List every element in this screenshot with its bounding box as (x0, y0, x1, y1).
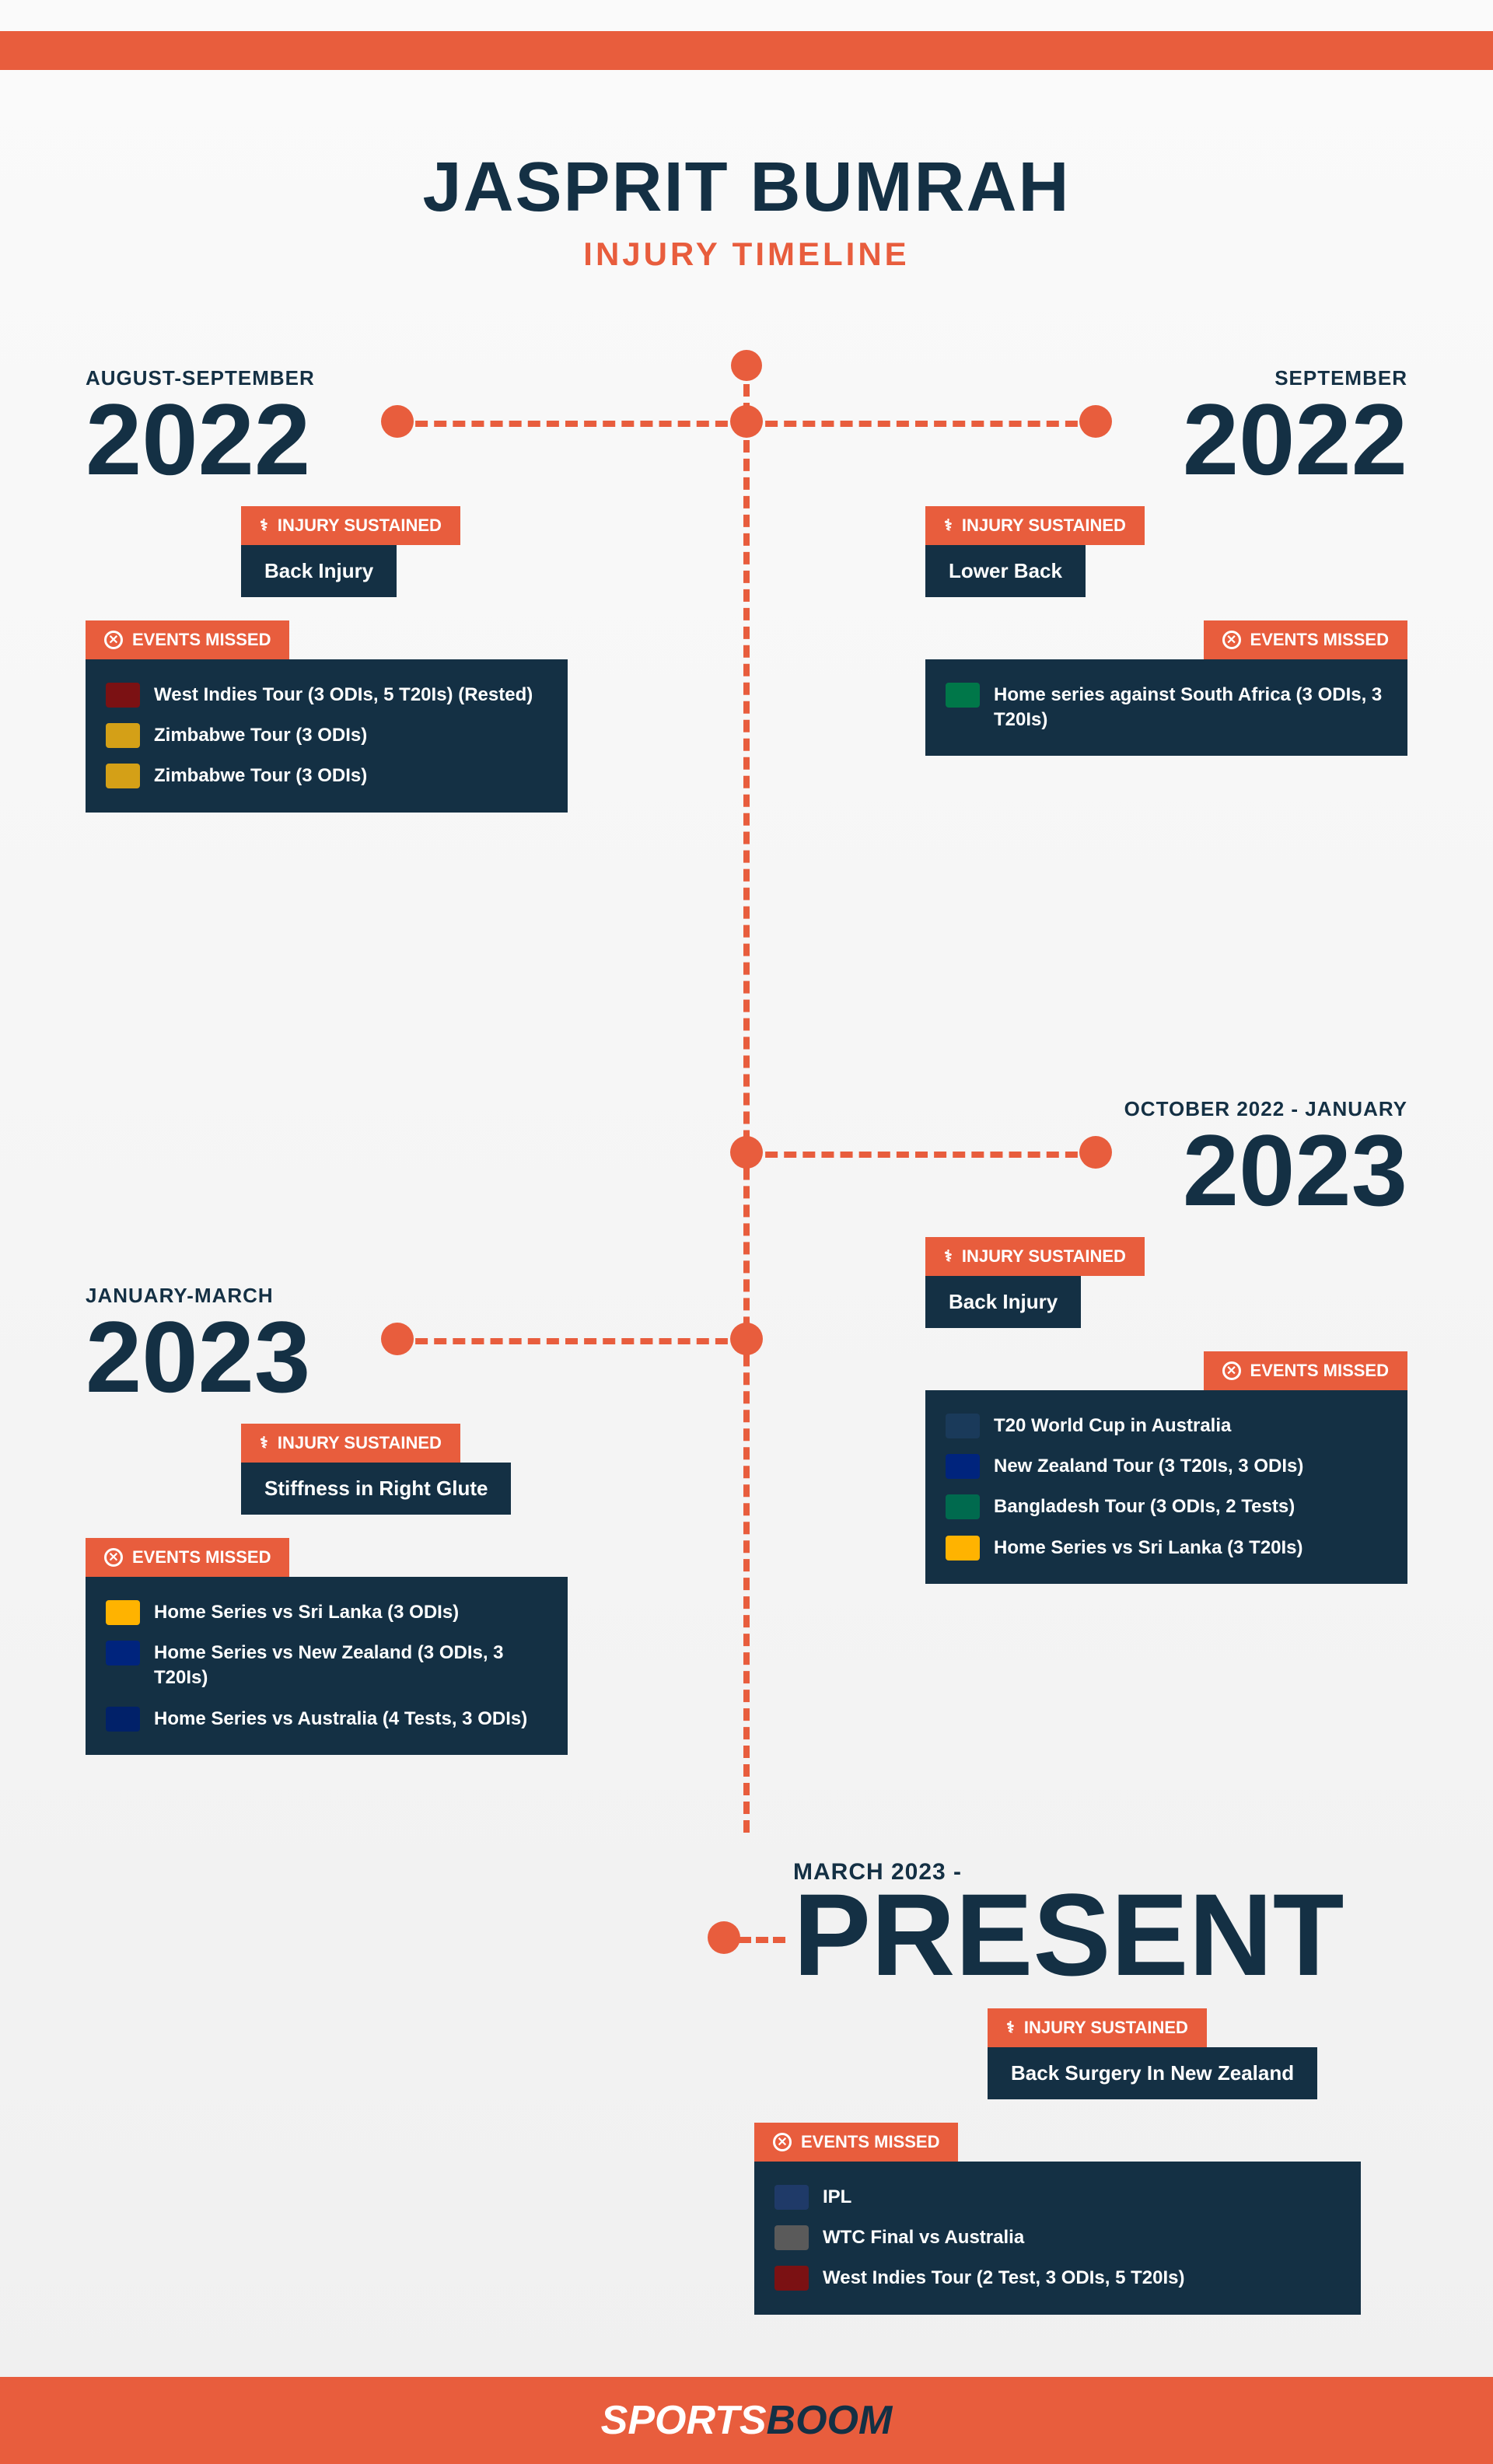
event-item: Home Series vs Australia (4 Tests, 3 ODI… (106, 1707, 547, 1732)
person-icon: ⚕ (260, 516, 268, 535)
year-label: 2023 (86, 1314, 568, 1400)
event-text: Home Series vs Sri Lanka (3 ODIs) (154, 1600, 459, 1625)
injury-tag-label: INJURY SUSTAINED (1024, 2018, 1188, 2038)
branch-dot (708, 1921, 740, 1954)
event-item: West Indies Tour (3 ODIs, 5 T20Is) (Rest… (106, 683, 547, 708)
subtitle: INJURY TIMELINE (86, 236, 1407, 273)
header: JASPRIT BUMRAH INJURY TIMELINE (86, 148, 1407, 273)
branch-dot (730, 405, 763, 438)
event-item: Zimbabwe Tour (3 ODIs) (106, 764, 547, 788)
flag-icon (946, 683, 980, 708)
close-circle-icon: ✕ (104, 631, 123, 649)
event-text: Zimbabwe Tour (3 ODIs) (154, 764, 367, 788)
flag-icon (106, 683, 140, 708)
timeline-block: JANUARY-MARCH 2023 ⚕INJURY SUSTAINED Sti… (86, 1284, 568, 1755)
event-text: Home Series vs Australia (4 Tests, 3 ODI… (154, 1707, 527, 1732)
events-tag-label: EVENTS MISSED (132, 1547, 271, 1568)
event-text: West Indies Tour (3 ODIs, 5 T20Is) (Rest… (154, 683, 533, 708)
injury-description: Back Injury (241, 545, 397, 597)
injury-tag-label: INJURY SUSTAINED (278, 516, 442, 536)
timeline-row: OCTOBER 2022 - JANUARY 2023 ⚕INJURY SUST… (86, 1097, 1407, 1253)
year-label: 2022 (86, 397, 568, 483)
person-icon: ⚕ (260, 1433, 268, 1452)
injury-description: Lower Back (925, 545, 1086, 597)
timeline-block: AUGUST-SEPTEMBER 2022 ⚕INJURY SUSTAINED … (86, 366, 568, 813)
events-list: West Indies Tour (3 ODIs, 5 T20Is) (Rest… (86, 659, 568, 813)
events-missed-tag: ✕ EVENTS MISSED (1204, 620, 1407, 659)
injury-sustained-tag: ⚕ INJURY SUSTAINED (241, 1424, 460, 1463)
event-item: Home Series vs New Zealand (3 ODIs, 3 T2… (106, 1641, 547, 1691)
injury-sustained-tag: ⚕ INJURY SUSTAINED (988, 2008, 1207, 2047)
events-list: Home Series vs Sri Lanka (3 ODIs) Home Se… (86, 1577, 568, 1756)
year-label: 2022 (925, 397, 1407, 483)
events-missed-tag: ✕ EVENTS MISSED (86, 620, 289, 659)
event-item: West Indies Tour (2 Test, 3 ODIs, 5 T20I… (774, 2266, 1341, 2291)
event-item: Zimbabwe Tour (3 ODIs) (106, 723, 547, 748)
year-label: 2023 (925, 1127, 1407, 1214)
branch-dot (730, 1323, 763, 1355)
event-item: WTC Final vs Australia (774, 2225, 1341, 2250)
injury-tag-label: INJURY SUSTAINED (962, 1246, 1126, 1267)
footer-bar: SPORTSBOOM (0, 2377, 1493, 2464)
events-missed-tag: ✕ EVENTS MISSED (86, 1538, 289, 1577)
event-item: IPL (774, 2185, 1341, 2210)
person-icon: ⚕ (1006, 2018, 1015, 2037)
timeline-row: AUGUST-SEPTEMBER 2022 ⚕INJURY SUSTAINED … (86, 366, 1407, 895)
events-tag-label: EVENTS MISSED (132, 630, 271, 650)
person-icon: ⚕ (944, 1246, 953, 1266)
logo-part1: SPORTS (601, 2398, 767, 2443)
event-item: Home Series vs Sri Lanka (3 ODIs) (106, 1600, 547, 1625)
event-text: Home Series vs New Zealand (3 ODIs, 3 T2… (154, 1641, 547, 1691)
brand-logo: SPORTSBOOM (601, 2398, 893, 2443)
event-text: IPL (823, 2185, 851, 2210)
year-label: PRESENT (793, 1886, 1423, 1985)
event-text: Home series against South Africa (3 ODIs… (994, 683, 1387, 733)
injury-description: Back Surgery In New Zealand (988, 2047, 1317, 2099)
event-text: WTC Final vs Australia (823, 2225, 1024, 2250)
events-missed-tag: ✕ EVENTS MISSED (754, 2123, 958, 2162)
injury-sustained-tag: ⚕ INJURY SUSTAINED (925, 506, 1145, 545)
content-container: JASPRIT BUMRAH INJURY TIMELINE AUGUST-SE… (86, 148, 1407, 2377)
branch-dot (730, 1136, 763, 1169)
injury-tag-label: INJURY SUSTAINED (278, 1433, 442, 1453)
flag-icon (106, 1707, 140, 1732)
injury-sustained-tag: ⚕ INJURY SUSTAINED (241, 506, 460, 545)
timeline-block-present: MARCH 2023 - PRESENT ⚕INJURY SUSTAINED B… (723, 1859, 1423, 2315)
event-text: West Indies Tour (2 Test, 3 ODIs, 5 T20I… (823, 2266, 1184, 2291)
flag-icon (774, 2185, 809, 2210)
event-item: Home series against South Africa (3 ODIs… (946, 683, 1387, 733)
main-title: JASPRIT BUMRAH (86, 148, 1407, 228)
flag-icon (106, 1600, 140, 1625)
events-tag-label: EVENTS MISSED (1250, 630, 1389, 650)
infographic-page: JASPRIT BUMRAH INJURY TIMELINE AUGUST-SE… (0, 0, 1493, 2464)
person-icon: ⚕ (944, 516, 953, 535)
timeline-row: JANUARY-MARCH 2023 ⚕INJURY SUSTAINED Sti… (86, 1284, 1407, 1781)
flag-icon (106, 723, 140, 748)
events-list: IPL WTC Final vs Australia West Indies Tou… (754, 2162, 1361, 2315)
branch-line (739, 1937, 785, 1943)
event-text: Zimbabwe Tour (3 ODIs) (154, 723, 367, 748)
events-list: Home series against South Africa (3 ODIs… (925, 659, 1407, 757)
close-circle-icon: ✕ (773, 2133, 792, 2151)
logo-part2: BOOM (767, 2398, 893, 2443)
close-circle-icon: ✕ (104, 1548, 123, 1567)
timeline-block: SEPTEMBER 2022 ⚕INJURY SUSTAINED Lower B… (925, 366, 1407, 756)
events-tag-label: EVENTS MISSED (801, 2132, 939, 2152)
flag-icon (106, 1641, 140, 1665)
injury-sustained-tag: ⚕ INJURY SUSTAINED (925, 1237, 1145, 1276)
injury-tag-label: INJURY SUSTAINED (962, 516, 1126, 536)
flag-icon (774, 2266, 809, 2291)
close-circle-icon: ✕ (1222, 631, 1241, 649)
top-accent-bar (0, 31, 1493, 70)
flag-icon (106, 764, 140, 788)
flag-icon (774, 2225, 809, 2250)
injury-description: Stiffness in Right Glute (241, 1463, 511, 1515)
